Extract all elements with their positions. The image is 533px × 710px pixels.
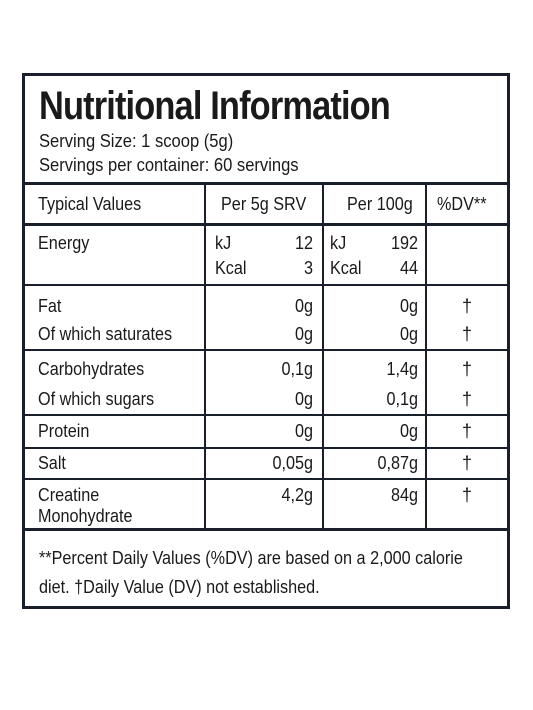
creatine-per-100g: 84g <box>390 485 418 505</box>
protein-per-serving: 0g <box>294 421 313 441</box>
column-divider-3 <box>425 182 427 530</box>
divider-protein <box>25 447 507 449</box>
salt-per-serving: 0,05g <box>272 453 313 473</box>
footnote: **Percent Daily Values (%DV) are based o… <box>39 544 509 602</box>
salt-per-100g: 0,87g <box>377 453 418 473</box>
sugars-daily-value: † <box>461 389 472 409</box>
divider-table-bottom <box>25 528 507 531</box>
saturates-per-100g: 0g <box>399 324 418 344</box>
label-title: Nutritional Information <box>39 84 391 128</box>
row-name-fat: Fat <box>38 296 62 316</box>
divider-carbohydrates <box>25 414 507 416</box>
nutrition-label: Nutritional Information Serving Size: 1 … <box>22 73 510 609</box>
energy-kj-unit-srv: kJ <box>215 233 232 253</box>
divider-header-bottom <box>25 223 507 226</box>
row-name-energy: Energy <box>38 233 90 253</box>
servings-per-container: Servings per container: 60 servings <box>39 155 299 175</box>
divider-energy <box>25 284 507 286</box>
fat-daily-value: † <box>461 296 472 316</box>
row-name-saturates: Of which saturates <box>38 324 173 344</box>
energy-kj-per-serving: 12 <box>294 233 313 253</box>
header-typical-values: Typical Values <box>38 194 142 214</box>
footnote-line-2: diet. †Daily Value (DV) not established. <box>39 577 320 597</box>
carbohydrates-daily-value: † <box>461 359 472 379</box>
row-name-protein: Protein <box>38 421 90 441</box>
divider-fat <box>25 349 507 351</box>
carbohydrates-per-serving: 0,1g <box>281 359 313 379</box>
energy-kcal-per-100g: 44 <box>399 258 418 278</box>
row-name-salt: Salt <box>38 453 66 473</box>
fat-per-serving: 0g <box>294 296 313 316</box>
energy-kj-unit-100g: kJ <box>330 233 347 253</box>
creatine-per-serving: 4,2g <box>281 485 313 505</box>
fat-per-100g: 0g <box>399 296 418 316</box>
salt-daily-value: † <box>461 453 472 473</box>
protein-daily-value: † <box>461 421 472 441</box>
sugars-per-100g: 0,1g <box>386 389 418 409</box>
energy-kcal-per-serving: 3 <box>303 258 313 278</box>
row-name-creatine: Creatine <box>38 485 100 505</box>
row-name-carbohydrates: Carbohydrates <box>38 359 145 379</box>
carbohydrates-per-100g: 1,4g <box>386 359 418 379</box>
row-name-sugars: Of which sugars <box>38 389 155 409</box>
creatine-daily-value: † <box>461 485 472 505</box>
saturates-per-serving: 0g <box>294 324 313 344</box>
column-divider-1 <box>204 182 206 530</box>
footnote-line-1: **Percent Daily Values (%DV) are based o… <box>39 548 463 568</box>
column-divider-2 <box>322 182 324 530</box>
energy-kcal-unit-100g: Kcal <box>330 258 362 278</box>
serving-size: Serving Size: 1 scoop (5g) <box>39 131 234 151</box>
row-name-creatine-line2: Monohydrate <box>38 506 133 526</box>
sugars-per-serving: 0g <box>294 389 313 409</box>
energy-kj-per-100g: 192 <box>390 233 418 253</box>
divider-salt <box>25 478 507 480</box>
protein-per-100g: 0g <box>399 421 418 441</box>
header-daily-value: %DV** <box>437 194 487 214</box>
divider-header-top <box>25 182 507 185</box>
energy-kcal-unit-srv: Kcal <box>215 258 247 278</box>
saturates-daily-value: † <box>461 324 472 344</box>
header-per-100g: Per 100g <box>347 194 413 214</box>
header-per-serving: Per 5g SRV <box>221 194 307 214</box>
